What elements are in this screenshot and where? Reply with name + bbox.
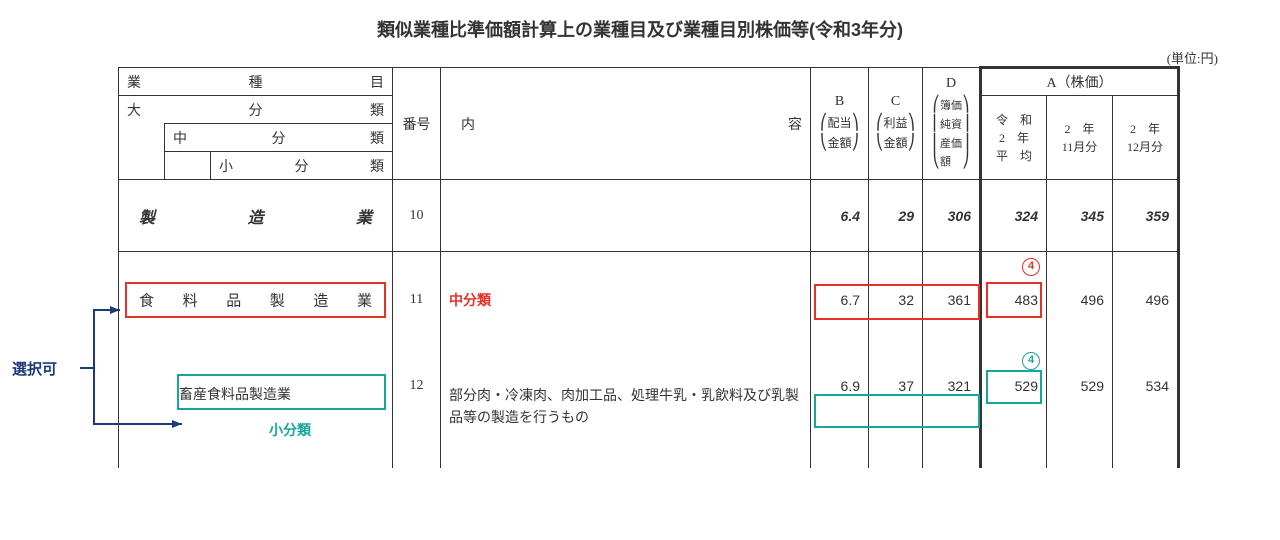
row10-dec: 359	[1113, 180, 1179, 252]
row12-name: 畜産食料品製造業 小分類	[119, 348, 393, 468]
sho-label: 小分類	[269, 420, 311, 440]
row10-avg: 324	[981, 180, 1047, 252]
row12-desc: 部分肉・冷凍肉、肉加工品、処理牛乳・乳飲料及び乳製品等の製造を行うもの	[441, 348, 811, 468]
hdr-sho: 小 分 類	[211, 152, 393, 180]
unit-label: (単位:円)	[1167, 48, 1218, 67]
hdr-dec: 2 年12月分	[1113, 96, 1179, 180]
table-row: 製 造 業 10 6.4 29 306 324 345 359	[119, 180, 1179, 252]
hdr-naiyou: 内 容	[441, 68, 811, 180]
row10-c: 29	[869, 180, 923, 252]
row11-c: 32	[869, 252, 923, 348]
page-title: 類似業種比準価額計算上の業種目及び業種目別株価等(令和3年分)	[0, 16, 1280, 42]
row12-avg: 4 529	[981, 348, 1047, 468]
header-row-1: 業 種 目 番号 内 容 B ⎛配当⎞⎝金額⎠ C ⎛利益⎞⎝金額⎠ D ⎛簿価…	[119, 68, 1179, 96]
hdr-gyoshu: 業 種 目	[119, 68, 393, 96]
tax-table-figure: 類似業種比準価額計算上の業種目及び業種目別株価等(令和3年分) (単位:円) 選…	[0, 0, 1280, 540]
hdr-A: A（株価）	[981, 68, 1179, 96]
row11-b: 6.7	[811, 252, 869, 348]
hdr-dai: 大 分 類	[119, 96, 393, 124]
table-row: 畜産食料品製造業 小分類 12 部分肉・冷凍肉、肉加工品、処理牛乳・乳飲料及び乳…	[119, 348, 1179, 468]
row11-desc: 中分類	[441, 252, 811, 348]
hdr-bango: 番号	[393, 68, 441, 180]
row10-desc	[441, 180, 811, 252]
selectable-label: 選択可	[12, 358, 57, 379]
row10-nov: 345	[1047, 180, 1113, 252]
row11-no: 11	[393, 252, 441, 348]
hdr-avg: 令 和2 年平 均	[981, 96, 1047, 180]
hdr-D: D ⎛簿価⎞⎜純資⎟⎜産価⎟⎝額 ⎠	[923, 68, 981, 180]
table-row: 食 料 品 製 造 業 11 中分類 6.7 32 361 4 483 496	[119, 252, 1179, 348]
row11-d: 361	[923, 252, 981, 348]
row12-b: 6.9	[811, 348, 869, 468]
row11-name: 食 料 品 製 造 業	[119, 252, 393, 348]
hdr-chu: 中 分 類	[165, 124, 393, 152]
circled-4-icon: 4	[1022, 258, 1040, 276]
chu-label: 中分類	[449, 290, 491, 312]
row12-dec: 534	[1113, 348, 1179, 468]
hdr-B: B ⎛配当⎞⎝金額⎠	[811, 68, 869, 180]
row11-dec: 496	[1113, 252, 1179, 348]
row10-b: 6.4	[811, 180, 869, 252]
row12-no: 12	[393, 348, 441, 468]
row11-avg: 4 483	[981, 252, 1047, 348]
row12-c: 37	[869, 348, 923, 468]
row12-nov: 529	[1047, 348, 1113, 468]
hdr-nov: 2 年11月分	[1047, 96, 1113, 180]
row10-no: 10	[393, 180, 441, 252]
row11-nov: 496	[1047, 252, 1113, 348]
circled-4-icon: 4	[1022, 352, 1040, 370]
row12-d: 321	[923, 348, 981, 468]
row10-d: 306	[923, 180, 981, 252]
row10-name: 製 造 業	[119, 180, 393, 252]
main-table: 業 種 目 番号 内 容 B ⎛配当⎞⎝金額⎠ C ⎛利益⎞⎝金額⎠ D ⎛簿価…	[118, 66, 1180, 468]
hdr-C: C ⎛利益⎞⎝金額⎠	[869, 68, 923, 180]
